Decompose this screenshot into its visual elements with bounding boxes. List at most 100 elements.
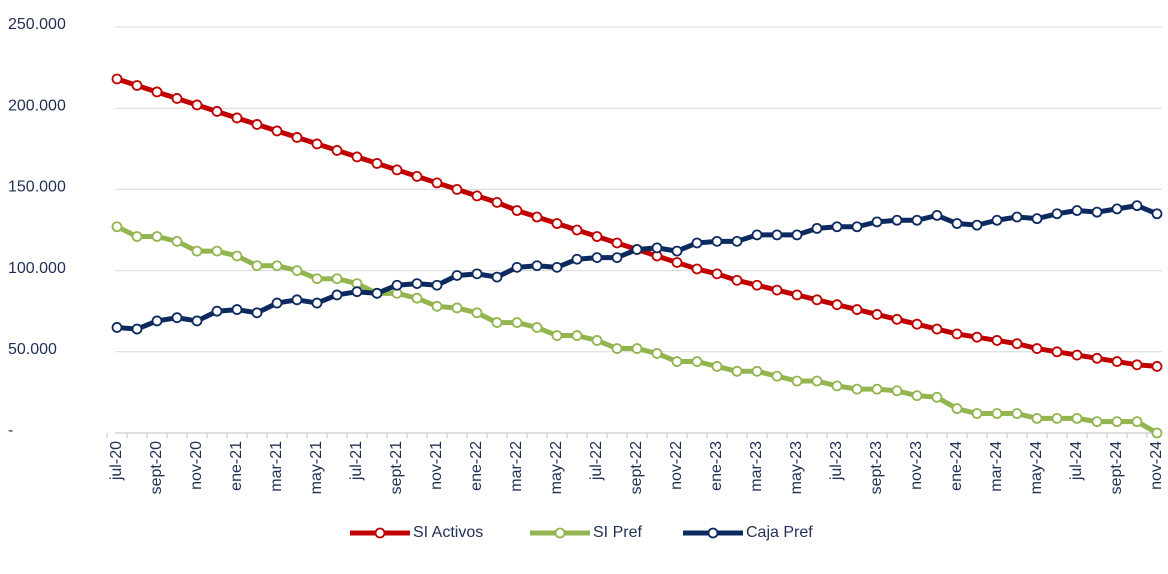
point: [371, 287, 383, 299]
point: [591, 335, 603, 346]
y-tick-label: 100.000: [8, 260, 66, 277]
point: [451, 302, 463, 314]
point: [991, 335, 1003, 346]
point: [331, 145, 343, 156]
point: [131, 323, 143, 335]
x-tick-label: jul-22: [588, 441, 605, 481]
point: [1091, 416, 1103, 428]
point: [811, 294, 823, 306]
point: [571, 330, 583, 341]
point: [1031, 343, 1043, 354]
x-tick-label: ene-22: [468, 441, 485, 491]
point: [691, 263, 703, 275]
point: [1151, 208, 1163, 220]
x-tick-label: may-24: [1028, 441, 1045, 494]
x-tick-label: nov-21: [428, 441, 445, 490]
point: [951, 403, 963, 415]
point: [771, 370, 783, 382]
x-tick-label: nov-23: [908, 441, 925, 490]
point: [531, 260, 543, 272]
point: [291, 132, 303, 143]
point: [291, 294, 303, 306]
legend-marker: [554, 527, 566, 539]
point: [611, 343, 623, 354]
point: [411, 292, 423, 304]
point: [751, 229, 763, 241]
y-tick-label: 200.000: [8, 97, 66, 114]
point: [1051, 346, 1063, 358]
point: [851, 221, 863, 233]
x-tick-label: sept-22: [628, 441, 645, 494]
point: [811, 375, 823, 387]
legend-label: SI Pref: [593, 524, 642, 541]
point: [471, 307, 483, 319]
x-tick-label: nov-24: [1148, 441, 1165, 490]
point: [911, 318, 923, 330]
point: [791, 289, 803, 301]
point: [1131, 200, 1143, 212]
point: [1011, 408, 1023, 419]
x-tick-label: mar-24: [988, 441, 1005, 492]
legend-marker: [707, 527, 719, 539]
point: [791, 375, 803, 387]
x-tick-label: may-21: [308, 441, 325, 494]
point: [111, 221, 123, 233]
point: [731, 235, 743, 247]
point: [971, 219, 983, 231]
point: [231, 112, 243, 124]
point: [791, 229, 803, 241]
point: [1111, 356, 1123, 367]
point: [111, 73, 123, 85]
point: [131, 231, 143, 242]
point: [831, 380, 843, 392]
point: [691, 237, 703, 249]
point: [931, 323, 943, 335]
point: [251, 307, 263, 319]
point: [1031, 213, 1043, 225]
point: [991, 214, 1003, 226]
point: [951, 218, 963, 229]
point: [211, 305, 223, 317]
point: [171, 93, 183, 104]
point: [611, 252, 623, 264]
y-tick-label: 250.000: [8, 16, 66, 33]
point: [1011, 211, 1023, 223]
x-tick-label: may-23: [788, 441, 805, 494]
point: [1131, 359, 1143, 371]
point: [1071, 349, 1083, 361]
x-tick-label: ene-23: [708, 441, 725, 491]
point: [551, 218, 563, 229]
point: [191, 315, 203, 327]
point: [691, 356, 703, 367]
point: [331, 289, 343, 301]
point: [1111, 203, 1123, 215]
point: [391, 279, 403, 291]
point: [831, 221, 843, 233]
point: [751, 279, 763, 291]
point: [231, 250, 243, 262]
point: [211, 106, 223, 117]
point: [431, 279, 443, 291]
point: [711, 361, 723, 372]
point: [271, 260, 283, 272]
legend-marker: [374, 527, 386, 539]
point: [871, 309, 883, 320]
point: [171, 235, 183, 247]
point: [1071, 412, 1083, 424]
point: [551, 330, 563, 341]
point: [271, 125, 283, 137]
point: [731, 274, 743, 286]
point: [571, 224, 583, 236]
x-tick-label: mar-21: [268, 441, 285, 492]
legend-label: Caja Pref: [746, 524, 813, 541]
point: [991, 408, 1003, 419]
point: [1051, 412, 1063, 424]
point: [651, 348, 663, 359]
point: [931, 209, 943, 221]
point: [371, 158, 383, 169]
point: [251, 260, 263, 272]
point: [631, 244, 643, 255]
y-tick-label: 150.000: [8, 179, 66, 196]
point: [471, 268, 483, 280]
